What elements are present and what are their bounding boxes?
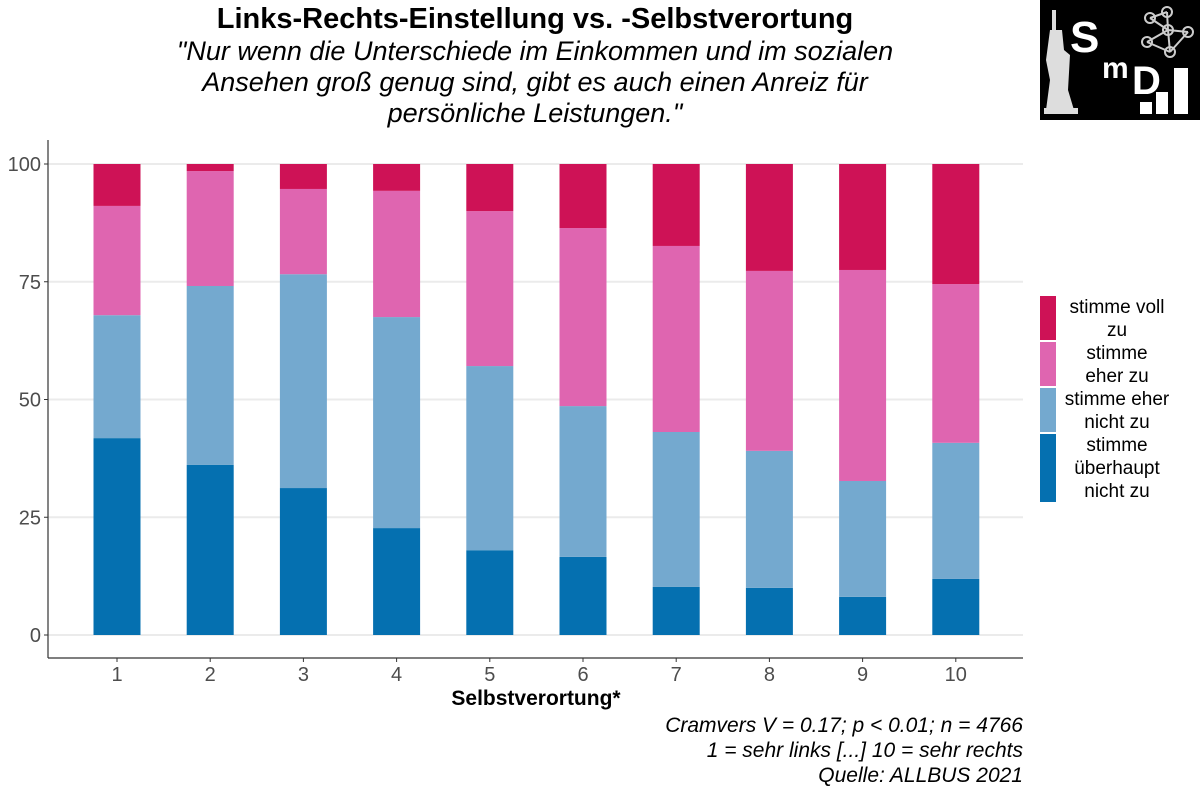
- x-ticks: 1 2 3 4 5 6 7 8 9 10: [111, 658, 967, 686]
- legend-label: zu: [1107, 320, 1127, 341]
- y-tick-label: 0: [30, 625, 41, 647]
- bar-segment: [745, 450, 793, 588]
- bar-segment: [652, 164, 700, 246]
- x-tick-label: 9: [857, 664, 868, 686]
- legend-swatch: [1040, 296, 1056, 340]
- y-tick-label: 50: [19, 390, 41, 412]
- bar-segment: [652, 586, 700, 635]
- x-tick-label: 10: [945, 664, 967, 686]
- legend-label: eher zu: [1085, 366, 1148, 387]
- smd-logo: S m D: [1040, 0, 1200, 120]
- x-axis-label: Selbstverortung*: [451, 687, 621, 710]
- y-ticks: 0 25 50 75 100: [8, 154, 48, 647]
- bar-segment: [279, 188, 327, 275]
- chart-title: Links-Rechts-Einstellung vs. -Selbstvero…: [216, 3, 854, 35]
- bar-segment: [652, 245, 700, 432]
- bar-segment: [279, 164, 327, 189]
- logo-letter-m: m: [1102, 52, 1129, 85]
- bar-segment: [186, 164, 234, 172]
- y-tick-label: 100: [8, 154, 41, 176]
- bar-segment: [559, 228, 607, 407]
- x-tick-label: 6: [577, 664, 588, 686]
- bar-segment: [932, 284, 980, 443]
- legend-swatch: [1040, 388, 1056, 432]
- logo-letter-s: S: [1070, 13, 1099, 62]
- bar-segment: [745, 164, 793, 271]
- bar-segment: [839, 164, 887, 270]
- bar-segment: [839, 596, 887, 635]
- network-icon: [1141, 6, 1194, 58]
- bars: [93, 164, 980, 635]
- bar-segment: [745, 587, 793, 635]
- chart-subtitle: "Nur wenn die Unterschiede im Einkommen …: [0, 36, 1070, 129]
- x-tick-label: 5: [484, 664, 495, 686]
- bar-segment: [186, 171, 234, 286]
- bar-segment: [745, 270, 793, 451]
- bar-segment: [373, 164, 421, 191]
- x-tick-label: 4: [391, 664, 402, 686]
- bar-segment: [932, 164, 980, 285]
- statue-of-liberty-icon: [1044, 10, 1078, 114]
- smd-logo-icon: S m D: [1044, 6, 1194, 114]
- bar-segment: [466, 550, 514, 635]
- subtitle-line: Ansehen groß genug sind, gibt es auch ei…: [202, 67, 868, 97]
- y-tick-label: 25: [19, 507, 41, 529]
- x-tick-label: 1: [111, 664, 122, 686]
- x-tick-label: 7: [671, 664, 682, 686]
- x-tick-label: 8: [764, 664, 775, 686]
- bar-segment: [279, 274, 327, 489]
- caption-source: Quelle: ALLBUS 2021: [818, 764, 1023, 787]
- subtitle-line: "Nur wenn die Unterschiede im Einkommen …: [176, 36, 894, 66]
- bar-segment: [466, 211, 514, 367]
- bar-segment: [93, 438, 141, 635]
- legend-label: stimme voll: [1069, 297, 1164, 318]
- bar-segment: [93, 164, 141, 206]
- subtitle-line: persönliche Leistungen.": [387, 98, 683, 128]
- y-tick-label: 75: [19, 272, 41, 294]
- bar-segment: [466, 366, 514, 551]
- bar-segment: [186, 464, 234, 635]
- bar-segment: [652, 431, 700, 587]
- bar-segment: [373, 528, 421, 635]
- bar-segment: [932, 442, 980, 579]
- bar-segment: [839, 269, 887, 481]
- legend-swatch: [1040, 342, 1056, 386]
- bar-chart-icon: [1140, 68, 1188, 114]
- bar-segment: [93, 315, 141, 439]
- bar-segment: [93, 205, 141, 316]
- bar-segment: [466, 164, 514, 212]
- bar-segment: [559, 164, 607, 229]
- legend-swatch: [1040, 434, 1056, 502]
- bar-segment: [373, 190, 421, 318]
- bar-segment: [932, 578, 980, 635]
- legend-label: nicht zu: [1084, 412, 1149, 433]
- legend-label: nicht zu: [1084, 481, 1149, 502]
- caption-statistics: Cramvers V = 0.17; p < 0.01; n = 4766: [665, 714, 1023, 737]
- legend-label: stimme: [1086, 343, 1147, 364]
- bar-segment: [373, 317, 421, 529]
- bar-segment: [186, 285, 234, 465]
- x-tick-label: 2: [205, 664, 216, 686]
- legend-label: stimme eher: [1065, 389, 1170, 410]
- x-tick-label: 3: [298, 664, 309, 686]
- bar-segment: [839, 480, 887, 597]
- legend-label: überhaupt: [1074, 458, 1160, 479]
- bar-segment: [559, 556, 607, 635]
- bar-segment: [279, 488, 327, 635]
- bar-segment: [559, 406, 607, 557]
- caption-scale: 1 = sehr links [...] 10 = sehr rechts: [706, 739, 1023, 762]
- legend-label: stimme: [1086, 435, 1147, 456]
